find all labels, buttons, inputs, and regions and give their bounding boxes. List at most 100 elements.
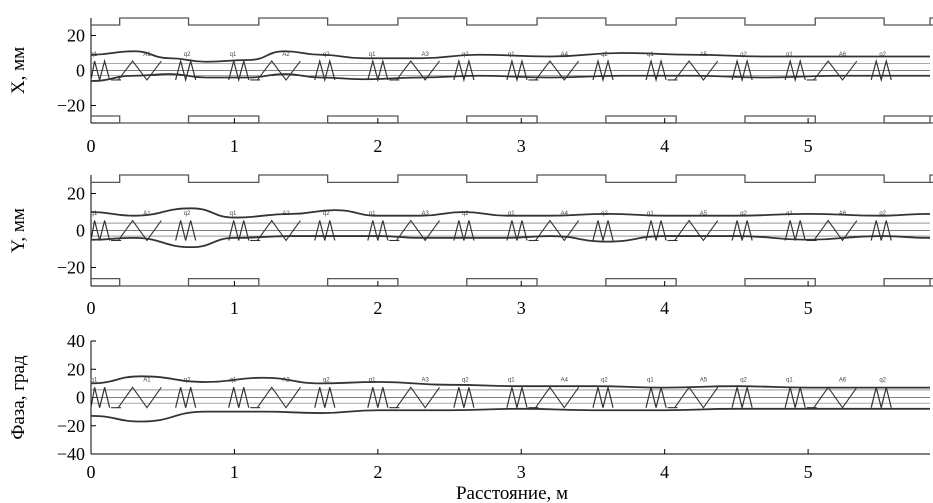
quadrupole-symbol: [645, 387, 667, 408]
section-symbol: [396, 386, 440, 409]
x-axis-label: Расстояние, м: [456, 483, 568, 503]
quadrupole-symbol: [175, 220, 197, 241]
y-tick-label: 20: [67, 26, 85, 46]
y-tick-label: 20: [67, 184, 85, 204]
element-label: q2: [879, 211, 886, 217]
y-axis-label: X, мм: [8, 47, 29, 94]
x-tick-label: 5: [804, 136, 813, 156]
element-label: q2: [601, 378, 608, 384]
quadrupole-symbol: [314, 387, 336, 408]
quadrupole-symbol: [592, 220, 614, 241]
element-label: A1: [143, 52, 151, 58]
element-label: A5: [700, 211, 708, 217]
y-axis-label: Фаза, град: [8, 355, 29, 440]
quadrupole-symbol: [645, 220, 667, 241]
quadrupole-symbol: [228, 387, 250, 408]
element-label: q1: [508, 378, 515, 384]
quadrupole-symbol: [784, 58, 806, 83]
element-label: q1: [369, 52, 376, 58]
quadrupole-symbol: [314, 58, 336, 83]
element-label: q1: [647, 378, 654, 384]
element-label: q1: [369, 378, 376, 384]
element-label: A1: [143, 378, 151, 384]
quadrupole-symbol: [175, 387, 197, 408]
quadrupole-symbol: [453, 58, 475, 83]
y-tick-label: −20: [57, 96, 85, 116]
section-symbol: [674, 60, 719, 81]
element-label: A4: [561, 378, 569, 384]
envelope-lower-series: [90, 73, 930, 82]
envelope-lower-series: [90, 235, 931, 249]
x-tick-label: 4: [660, 298, 669, 318]
x-tick-label: 4: [660, 462, 669, 482]
quadrupole-symbol: [175, 58, 197, 83]
element-label: q2: [462, 211, 469, 217]
x-tick-label: 3: [517, 462, 526, 482]
quadrupole-symbol: [367, 387, 389, 408]
x-tick-label: 0: [87, 298, 96, 318]
quadrupole-symbol: [731, 220, 753, 241]
quadrupole-symbol: [592, 387, 614, 408]
element-label: q1: [91, 378, 98, 384]
aperture-lower: [91, 277, 933, 287]
section-symbol: [256, 219, 301, 242]
quadrupole-symbol: [90, 387, 111, 408]
section-symbol: [256, 386, 301, 409]
element-label: q1: [786, 378, 793, 384]
y-tick-label: 0: [76, 61, 85, 81]
element-label: q1: [369, 211, 376, 217]
envelope-lower-series: [90, 407, 930, 423]
section-symbol: [674, 219, 719, 242]
aperture-upper: [91, 17, 933, 26]
x-tick-label: 3: [517, 298, 526, 318]
section-symbol: [117, 219, 162, 242]
element-label: q2: [879, 52, 886, 58]
x-tick-label: 4: [660, 136, 669, 156]
x-tick-label: 2: [373, 136, 382, 156]
quadrupole-symbol: [731, 387, 753, 408]
envelope-upper-series: [90, 50, 930, 63]
element-label: q1: [230, 52, 237, 58]
y-tick-label: 0: [76, 221, 85, 241]
element-label: q2: [879, 378, 886, 384]
envelope-upper-series: [90, 375, 930, 389]
y-tick-label: −40: [57, 444, 85, 464]
section-symbol: [535, 219, 580, 242]
x-tick-label: 1: [230, 136, 239, 156]
aperture-lower: [91, 115, 933, 124]
element-label: A2: [282, 378, 290, 384]
quadrupole-symbol: [506, 387, 528, 408]
quadrupole-symbol: [784, 387, 806, 408]
x-tick-label: 2: [373, 462, 382, 482]
quadrupole-symbol: [228, 58, 250, 83]
x-tick-label: 5: [804, 462, 813, 482]
y-tick-label: 20: [67, 359, 85, 379]
section-symbol: [396, 60, 440, 81]
quadrupole-symbol: [453, 220, 475, 241]
element-label: q1: [647, 211, 654, 217]
element-label: q1: [786, 52, 793, 58]
quadrupole-symbol: [592, 58, 614, 83]
x-tick-label: 2: [373, 298, 382, 318]
section-symbol: [117, 60, 162, 81]
element-label: A6: [839, 52, 847, 58]
element-label: q2: [323, 211, 330, 217]
quadrupole-symbol: [367, 58, 389, 83]
section-symbol: [535, 386, 580, 409]
aperture-upper: [91, 174, 933, 184]
element-label: A3: [421, 211, 429, 217]
quadrupole-symbol: [731, 58, 753, 83]
quadrupole-symbol: [314, 220, 336, 241]
y-tick-label: 40: [67, 331, 85, 351]
element-label: A1: [143, 211, 151, 217]
x-tick-label: 1: [230, 462, 239, 482]
y-tick-label: −20: [57, 258, 85, 278]
quadrupole-symbol: [506, 58, 528, 83]
element-label: A3: [421, 378, 429, 384]
quadrupole-symbol: [784, 220, 806, 241]
quadrupole-symbol: [870, 387, 892, 408]
element-label: q2: [740, 211, 747, 217]
element-label: q2: [323, 378, 330, 384]
section-symbol: [813, 219, 858, 242]
